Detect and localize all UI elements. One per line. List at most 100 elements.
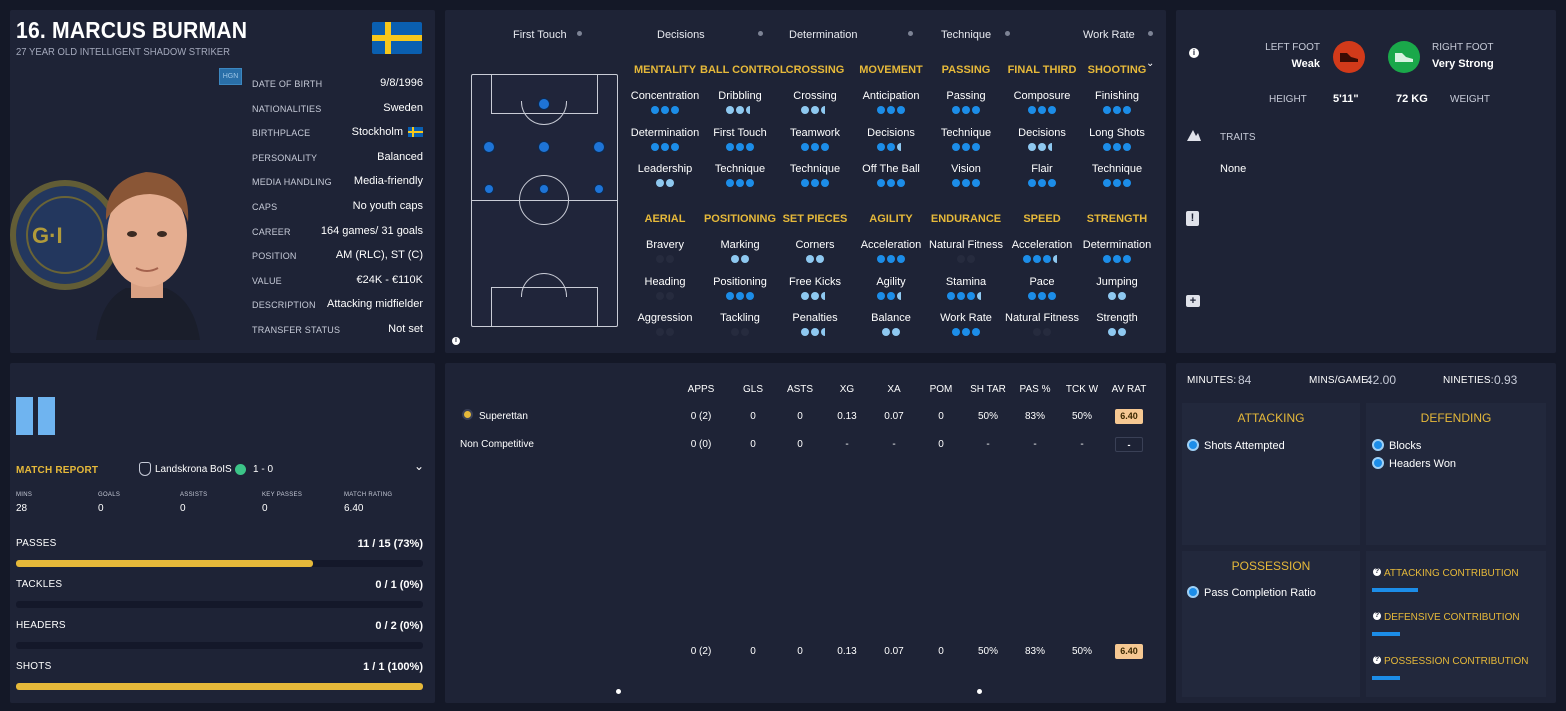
column-header-gls[interactable]: GLS bbox=[742, 384, 763, 395]
row-name[interactable]: Non Competitive bbox=[460, 439, 534, 450]
attribute-flair[interactable]: Flair bbox=[1031, 163, 1053, 175]
attribute-technique[interactable]: Technique bbox=[940, 126, 992, 139]
info-value: Media-friendly bbox=[353, 175, 423, 188]
match-report-label[interactable]: MATCH REPORT bbox=[16, 465, 99, 476]
attribute-natural-fitness[interactable]: Natural Fitness bbox=[929, 239, 1003, 251]
attribute-penalties[interactable]: Penalties bbox=[792, 312, 838, 324]
rating-dot bbox=[877, 142, 885, 151]
attribute-bravery[interactable]: Bravery bbox=[646, 239, 684, 251]
rating-dot bbox=[666, 291, 674, 300]
hgn-badge[interactable]: HGN bbox=[219, 68, 242, 85]
page-dot-2[interactable] bbox=[977, 689, 982, 694]
average-rating-badge: 6.40 bbox=[1115, 409, 1143, 424]
attribute-crossing[interactable]: Crossing bbox=[793, 90, 837, 102]
attribute-agility[interactable]: Agility bbox=[876, 275, 906, 288]
attribute-pace[interactable]: Pace bbox=[1029, 275, 1055, 288]
attribute-dots bbox=[846, 106, 936, 114]
attribute-decisions[interactable]: Decisions bbox=[867, 126, 915, 139]
column-header-avrat[interactable]: AV RAT bbox=[1111, 384, 1147, 395]
column-header-pas[interactable]: PAS % bbox=[1019, 384, 1051, 395]
attribute-first-touch[interactable]: First Touch bbox=[713, 126, 767, 139]
attribute-determination[interactable]: Determination bbox=[630, 126, 700, 139]
attribute-corners[interactable]: Corners bbox=[795, 239, 835, 251]
attacking-item[interactable]: Shots Attempted bbox=[1187, 436, 1285, 454]
column-header-xg[interactable]: XG bbox=[839, 384, 855, 395]
attribute-composure[interactable]: Composure bbox=[1013, 90, 1071, 102]
attribute-long-shots[interactable]: Long Shots bbox=[1089, 126, 1145, 139]
match-stat-value: 28 bbox=[16, 503, 28, 514]
column-header-tckw[interactable]: TCK W bbox=[1065, 384, 1099, 395]
attribute-work-rate[interactable]: Work Rate bbox=[940, 312, 992, 324]
highlight-dot-icon bbox=[1005, 31, 1010, 36]
match-stat-label: MATCH RATING bbox=[344, 492, 393, 498]
rating-dot bbox=[1048, 179, 1056, 187]
rating-dot bbox=[972, 179, 980, 187]
attribute-dots bbox=[770, 291, 860, 300]
attribute-leadership[interactable]: Leadership bbox=[637, 163, 693, 175]
highlight-decisions[interactable]: Decisions bbox=[657, 29, 705, 41]
info-row-birthplace: BIRTHPLACE Stockholm bbox=[252, 124, 423, 144]
medical-kit-icon[interactable]: + bbox=[1186, 295, 1200, 307]
attribute-teamwork[interactable]: Teamwork bbox=[789, 126, 841, 139]
attribute-heading[interactable]: Heading bbox=[644, 275, 686, 288]
attribute-strength[interactable]: Strength bbox=[1096, 312, 1138, 324]
attribute-jumping[interactable]: Jumping bbox=[1096, 275, 1138, 288]
attribute-acceleration[interactable]: Acceleration bbox=[860, 239, 922, 251]
attribute-aggression[interactable]: Aggression bbox=[637, 312, 693, 324]
rating-dot bbox=[977, 291, 985, 300]
attribute-tackling[interactable]: Tackling bbox=[720, 312, 760, 324]
highlight-work-rate[interactable]: Work Rate bbox=[1083, 29, 1135, 41]
info-row-career: CAREER 164 games/ 31 goals bbox=[252, 223, 423, 243]
match-dropdown-chevron-icon[interactable]: ⌄ bbox=[414, 459, 425, 473]
highlight-technique[interactable]: Technique bbox=[941, 29, 992, 41]
table-cell: 0 (0) bbox=[690, 439, 712, 450]
attribute-free-kicks[interactable]: Free Kicks bbox=[789, 275, 841, 288]
attribute-positioning[interactable]: Positioning bbox=[713, 275, 767, 288]
defending-item-headers[interactable]: Headers Won bbox=[1372, 454, 1456, 472]
highlight-determination[interactable]: Determination bbox=[789, 29, 858, 41]
opponent-name[interactable]: Landskrona BoIS bbox=[155, 464, 232, 475]
attribute-off-the-ball[interactable]: Off The Ball bbox=[862, 163, 920, 175]
attribute-vision[interactable]: Vision bbox=[951, 163, 981, 175]
alert-icon[interactable]: ! bbox=[1186, 211, 1199, 226]
pause-icon[interactable] bbox=[16, 397, 56, 435]
info-icon[interactable]: i bbox=[1189, 48, 1199, 58]
attribute-determination[interactable]: Determination bbox=[1082, 239, 1152, 251]
column-header-asts[interactable]: ASTS bbox=[786, 384, 814, 395]
attribute-anticipation[interactable]: Anticipation bbox=[862, 90, 920, 102]
attribute-acceleration[interactable]: Acceleration bbox=[1011, 239, 1073, 251]
column-header-shtar[interactable]: SH TAR bbox=[970, 384, 1006, 395]
attribute-passing[interactable]: Passing bbox=[946, 90, 986, 102]
attribute-stamina[interactable]: Stamina bbox=[945, 275, 987, 288]
attribute-technique[interactable]: Technique bbox=[714, 163, 766, 175]
attribute-balance[interactable]: Balance bbox=[871, 312, 911, 324]
rating-dot bbox=[962, 179, 970, 187]
row-name[interactable]: Superettan bbox=[479, 411, 528, 422]
defending-item-blocks[interactable]: Blocks bbox=[1372, 436, 1421, 454]
rating-dot bbox=[1038, 179, 1046, 187]
highlight-first-touch[interactable]: First Touch bbox=[513, 29, 567, 41]
attribute-natural-fitness[interactable]: Natural Fitness bbox=[1005, 312, 1079, 324]
attribute-decisions[interactable]: Decisions bbox=[1018, 126, 1066, 139]
attribute-finishing[interactable]: Finishing bbox=[1094, 90, 1140, 102]
chevron-down-icon[interactable]: ⌄ bbox=[1146, 58, 1155, 69]
rating-dot bbox=[962, 142, 970, 151]
pitch-info-icon[interactable]: i bbox=[452, 337, 460, 345]
table-cell: 50% bbox=[1071, 411, 1092, 422]
column-header-xa[interactable]: XA bbox=[887, 384, 901, 395]
page-dot-1[interactable] bbox=[616, 689, 621, 694]
progress-fill-shots bbox=[16, 683, 423, 690]
attribute-technique[interactable]: Technique bbox=[1091, 163, 1143, 175]
possession-contribution[interactable]: ? POSSESSION CONTRIBUTION bbox=[1373, 655, 1529, 667]
attribute-dots bbox=[620, 255, 710, 263]
possession-item[interactable]: Pass Completion Ratio bbox=[1187, 583, 1316, 601]
attribute-technique[interactable]: Technique bbox=[789, 163, 841, 175]
column-header-pom[interactable]: POM bbox=[929, 384, 953, 395]
attribute-concentration[interactable]: Concentration bbox=[630, 90, 700, 102]
column-header-apps[interactable]: APPS bbox=[687, 384, 715, 395]
attacking-contribution[interactable]: ? ATTACKING CONTRIBUTION bbox=[1373, 567, 1519, 579]
total-cell: 0 (2) bbox=[690, 646, 712, 657]
defensive-contribution[interactable]: ? DEFENSIVE CONTRIBUTION bbox=[1373, 611, 1520, 623]
attribute-marking[interactable]: Marking bbox=[720, 239, 760, 251]
attribute-dribbling[interactable]: Dribbling bbox=[718, 90, 762, 102]
